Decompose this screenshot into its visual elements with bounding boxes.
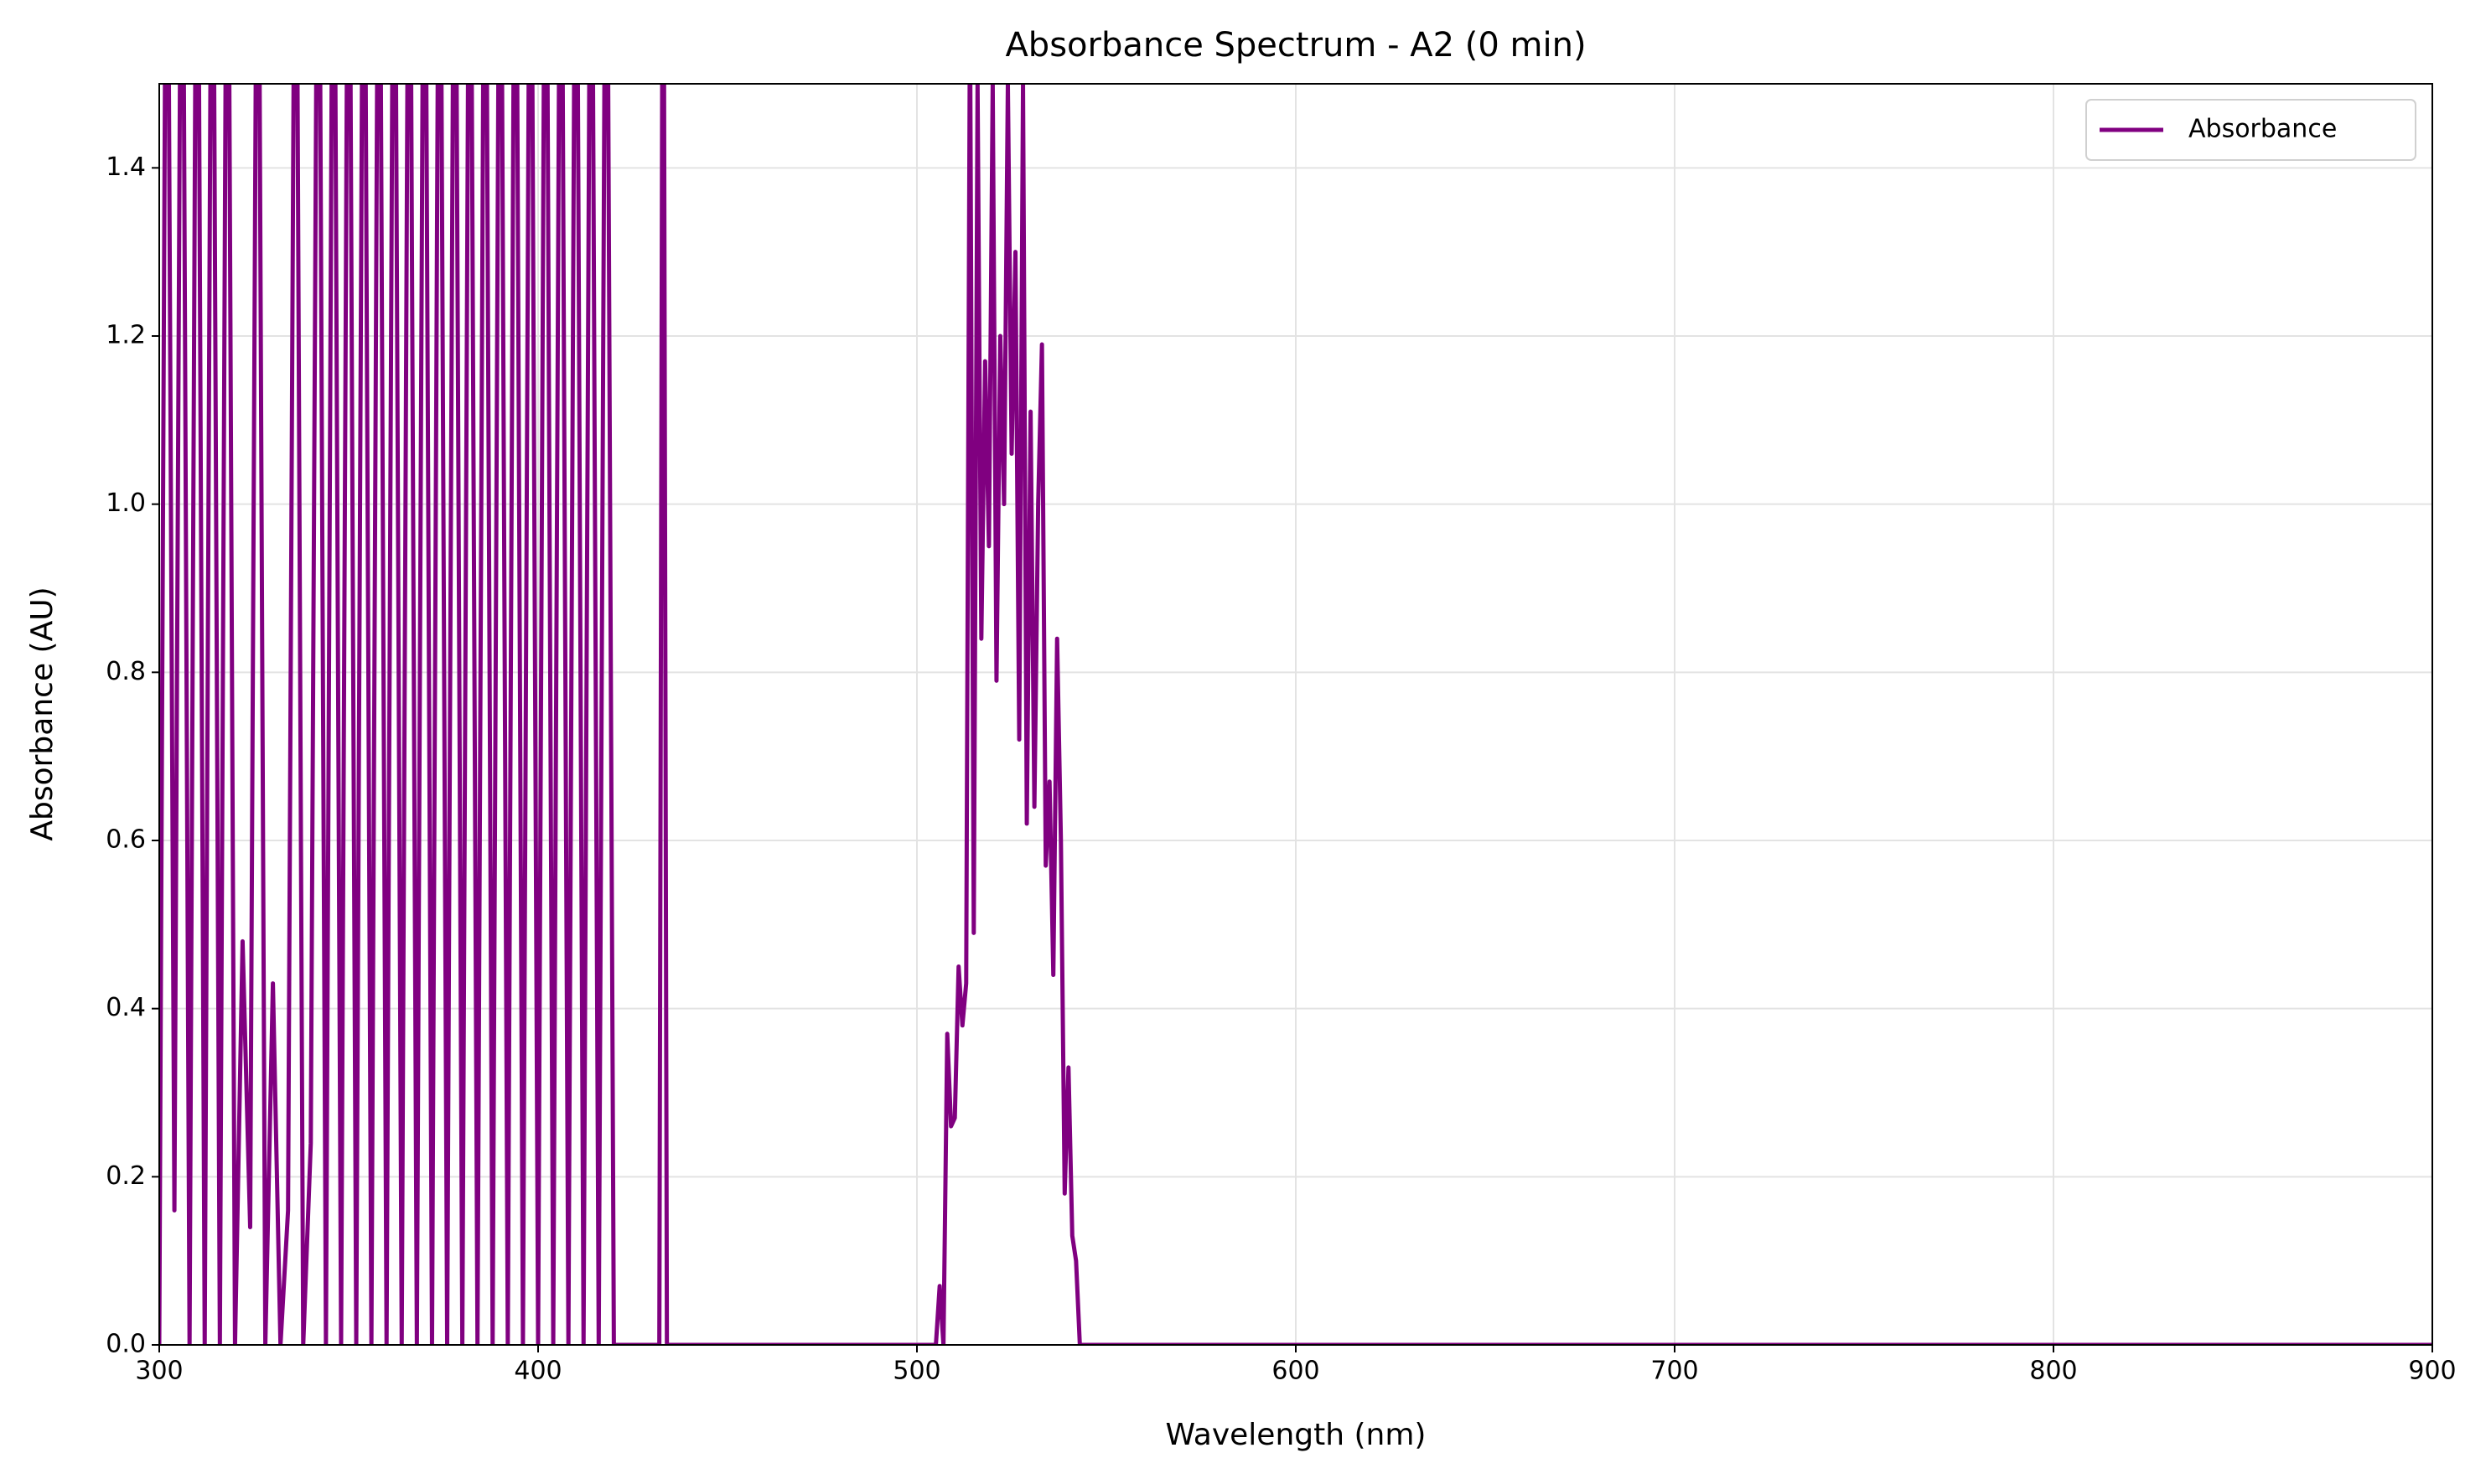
- y-tick-label: 1.0: [106, 489, 146, 518]
- data-line: [159, 84, 2432, 1345]
- y-axis-label: Absorbance (AU): [25, 587, 60, 840]
- x-tick-label: 300: [135, 1357, 183, 1386]
- x-tick-label: 500: [893, 1357, 940, 1386]
- legend: Absorbance: [2085, 99, 2416, 161]
- x-tick-label: 400: [514, 1357, 562, 1386]
- y-tick-label: 0.2: [106, 1161, 146, 1191]
- plot-area: [159, 84, 2432, 1345]
- y-tick-label: 1.2: [106, 321, 146, 350]
- x-axis-label: Wavelength (nm): [1166, 1418, 1427, 1452]
- x-tick-label: 800: [2029, 1357, 2077, 1386]
- x-tick-label: 600: [1271, 1357, 1319, 1386]
- y-tick-label: 0.4: [106, 993, 146, 1022]
- legend-label: Absorbance: [2188, 115, 2337, 144]
- x-tick-label: 700: [1650, 1357, 1698, 1386]
- y-tick-label: 0.0: [106, 1330, 146, 1359]
- y-tick-label: 0.6: [106, 825, 146, 855]
- y-tick-label: 1.4: [106, 153, 146, 182]
- y-tick-label: 0.8: [106, 657, 146, 686]
- x-tick-label: 900: [2408, 1357, 2456, 1386]
- ticks: 300 400 500 600 700 800 900 0.0 0.2 0.4 0.6 0.8 1.0 1…: [106, 153, 2456, 1386]
- legend-box: [2085, 99, 2416, 161]
- chart-title: Absorbance Spectrum - A2 (0 min): [1005, 26, 1586, 65]
